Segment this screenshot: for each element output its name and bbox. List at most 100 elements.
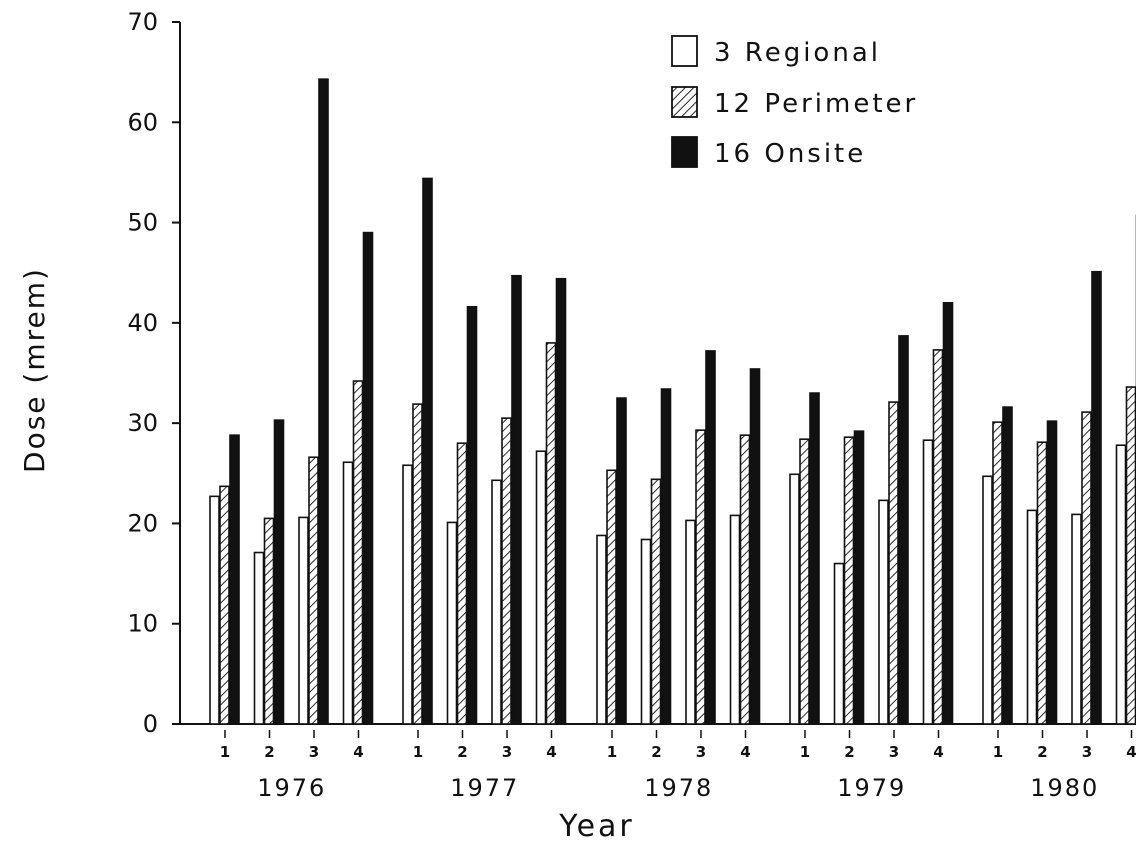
bar-white-1978-q1 (596, 534, 607, 725)
bar-black-1977-q4 (555, 277, 567, 725)
bar-hatched-1976-q2 (263, 517, 275, 725)
bar-black-1978-q4 (749, 368, 761, 725)
quarter-tick-label: 3 (1082, 743, 1092, 761)
bar-black-1976-q1 (229, 434, 240, 725)
bar-hatched-1979-q1 (799, 438, 810, 725)
bar-black-1980-q1 (1002, 406, 1013, 725)
y-axis-label: Dose (mrem) (18, 267, 51, 473)
bar-white-1976-q2 (253, 551, 265, 725)
legend-swatch-black (671, 136, 698, 168)
bar-hatched-1977-q4 (545, 342, 557, 725)
quarter-tick-label: 2 (264, 743, 274, 761)
bar-white-1979-q2 (833, 562, 845, 725)
y-tick-label: 60 (127, 108, 158, 136)
bar-white-1979-q4 (922, 439, 934, 725)
bar-hatched-1979-q3 (888, 401, 899, 725)
bar-white-1976-q3 (298, 516, 309, 725)
bar-black-1976-q2 (273, 419, 285, 725)
bar-black-1977-q1 (422, 177, 433, 725)
quarter-tick-label: 2 (457, 743, 467, 761)
quarter-tick-label: 2 (844, 743, 854, 761)
bar-hatched-1978-q4 (739, 434, 751, 725)
bar-black-1976-q3 (318, 78, 329, 725)
bar-black-1980-q2 (1046, 420, 1058, 725)
bar-hatched-1976-q1 (219, 485, 230, 725)
quarter-tick-label: 2 (1037, 743, 1047, 761)
bar-white-1976-q1 (209, 495, 220, 725)
bar-white-1977-q4 (535, 450, 547, 725)
quarter-tick-label: 1 (800, 743, 810, 761)
quarter-tick-label: 4 (740, 743, 750, 761)
year-tick-label: 1979 (837, 774, 906, 802)
bar-white-1976-q4 (342, 461, 354, 725)
bar-black-1977-q3 (511, 274, 522, 725)
bar-white-1978-q4 (729, 514, 741, 725)
bar-white-1980-q2 (1026, 509, 1038, 725)
legend-label: 3 Regional (714, 38, 881, 68)
y-tick-label: 70 (127, 8, 158, 36)
quarter-tick-label: 4 (933, 743, 943, 761)
bar-white-1980-q3 (1071, 513, 1082, 725)
quarter-tick-label: 1 (220, 743, 230, 761)
bar-hatched-1977-q2 (456, 442, 468, 725)
legend: 3 Regional 12 Perimeter 16 Onsite (671, 35, 918, 169)
quarter-tick-label: 1 (993, 743, 1003, 761)
bars-group (209, 78, 1136, 725)
bar-hatched-1978-q2 (650, 478, 662, 725)
bar-hatched-1979-q4 (932, 349, 944, 725)
bar-black-1979-q3 (898, 335, 909, 725)
legend-label: 16 Onsite (714, 139, 866, 169)
bar-white-1978-q2 (640, 538, 652, 725)
y-tick-label: 30 (127, 409, 158, 437)
bar-white-1977-q3 (491, 479, 502, 725)
bar-hatched-1979-q2 (843, 436, 855, 725)
bar-white-1980-q4 (1115, 444, 1127, 725)
bar-hatched-1980-q1 (992, 421, 1003, 725)
y-tick-label: 10 (127, 610, 158, 638)
bar-hatched-1978-q1 (606, 469, 617, 725)
quarter-tick-label: 4 (353, 743, 363, 761)
bar-black-1979-q2 (853, 430, 865, 725)
year-tick-label: 1976 (257, 774, 326, 802)
year-tick-label: 1980 (1030, 774, 1099, 802)
bar-hatched-1980-q4 (1125, 386, 1136, 725)
bar-hatched-1978-q3 (695, 429, 706, 725)
quarter-tick-label: 1 (607, 743, 617, 761)
quarter-tick-label: 3 (309, 743, 319, 761)
bar-white-1979-q3 (878, 499, 889, 725)
bar-hatched-1976-q4 (352, 380, 364, 725)
bar-hatched-1976-q3 (308, 456, 319, 725)
bar-hatched-1977-q1 (412, 403, 423, 725)
legend-swatch-hatched (671, 86, 698, 118)
bar-hatched-1977-q3 (501, 417, 512, 725)
year-tick-label: 1978 (644, 774, 713, 802)
bar-white-1978-q3 (685, 519, 696, 725)
quarter-tick-label: 3 (696, 743, 706, 761)
bar-hatched-1980-q2 (1036, 441, 1048, 725)
legend-label: 12 Perimeter (714, 89, 918, 119)
year-tick-label: 1977 (450, 774, 519, 802)
y-tick-label: 40 (127, 309, 158, 337)
x-tick-labels: 1 2 3 4 1976 1 2 3 4 1977 1 2 3 4 1978 1 2 3 4 1979 1 2 3 4 1980 (220, 730, 1136, 802)
axes: 0 10 20 30 40 50 60 70 (127, 8, 1136, 738)
quarter-tick-label: 3 (889, 743, 899, 761)
bar-white-1977-q2 (446, 521, 458, 725)
bar-black-1976-q4 (362, 231, 374, 725)
quarter-tick-label: 2 (651, 743, 661, 761)
quarter-tick-label: 4 (546, 743, 556, 761)
y-tick-label: 50 (127, 209, 158, 237)
bar-black-1979-q4 (942, 301, 954, 725)
bar-black-1979-q1 (809, 392, 820, 725)
x-axis-label: Year (558, 809, 635, 844)
y-tick-label: 0 (143, 710, 158, 738)
bar-black-1978-q1 (616, 397, 627, 725)
bar-hatched-1980-q3 (1081, 411, 1092, 725)
bar-black-1980-q3 (1091, 270, 1102, 725)
bar-black-1978-q2 (660, 388, 672, 725)
y-tick-label: 20 (127, 509, 158, 537)
quarter-tick-label: 4 (1126, 743, 1136, 761)
bar-white-1980-q1 (982, 475, 993, 725)
bar-black-1977-q2 (466, 306, 478, 725)
bar-white-1979-q1 (789, 473, 800, 725)
